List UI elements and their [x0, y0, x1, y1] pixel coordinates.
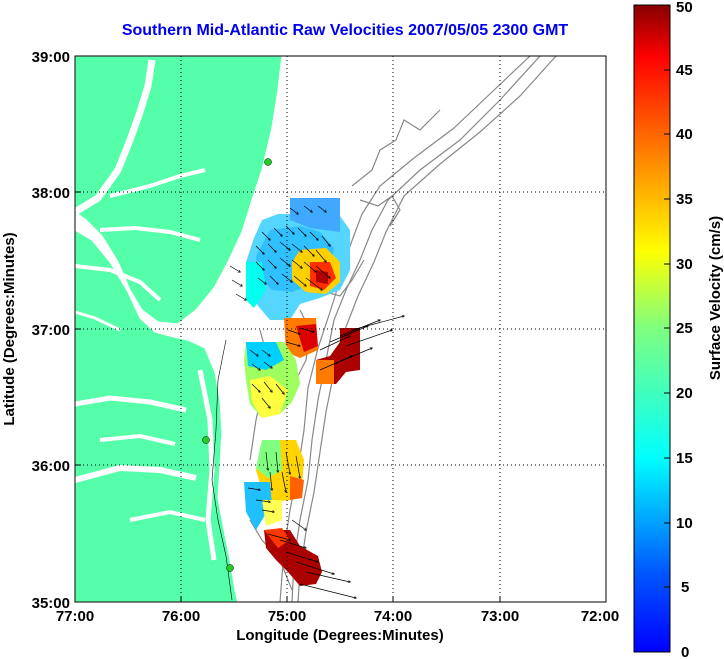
x-tick-label: 73:00 [481, 608, 519, 625]
map-title: Southern Mid-Atlantic Raw Velocities 200… [121, 22, 569, 39]
y-tick-label: 35:00 [32, 595, 70, 612]
colorbar-tick-label: 35 [676, 191, 693, 208]
colorbar: 0 5 10 15 20 25 30 35 40 45 50 Surface V… [633, 0, 724, 659]
x-tick-label: 76:00 [162, 608, 200, 625]
colorbar-tick-label: 20 [676, 385, 693, 402]
x-tick-label: 75:00 [268, 608, 306, 625]
hf-radar-stations [202, 158, 272, 572]
y-tick-label: 37:00 [32, 322, 70, 339]
x-tick-label: 74:00 [374, 608, 412, 625]
station-marker [226, 564, 234, 572]
colorbar-tick-label: 25 [676, 320, 693, 337]
y-tick-label: 36:00 [32, 458, 70, 475]
station-marker [264, 158, 272, 166]
colorbar-tick-label: 50 [676, 0, 693, 16]
y-axis-label: Latitude (Degrees:Minutes) [1, 232, 18, 425]
x-tick-label: 72:00 [581, 608, 619, 625]
velocity-vectors [229, 205, 404, 598]
y-tick-label: 39:00 [32, 49, 70, 66]
colorbar-tick-label: 45 [676, 62, 693, 79]
colorbar-tick-label: 40 [676, 126, 693, 143]
colorbar-tick-label: 5 [681, 579, 689, 596]
colorbar-label: Surface Velocity (cm/s) [707, 216, 724, 380]
x-tick-label: 77:00 [56, 608, 94, 625]
colorbar-tick-label: 15 [676, 450, 693, 467]
velocity-field [244, 198, 360, 586]
colorbar-tick-label: 10 [676, 515, 693, 532]
grid-lines [75, 56, 606, 602]
map-area [75, 56, 606, 602]
colorbar-tick-label: 30 [676, 256, 693, 273]
y-tick-label: 38:00 [32, 185, 70, 202]
station-marker [202, 436, 210, 444]
colorbar-tick-label: 0 [681, 644, 689, 659]
x-axis-label: Longitude (Degrees:Minutes) [236, 627, 444, 644]
